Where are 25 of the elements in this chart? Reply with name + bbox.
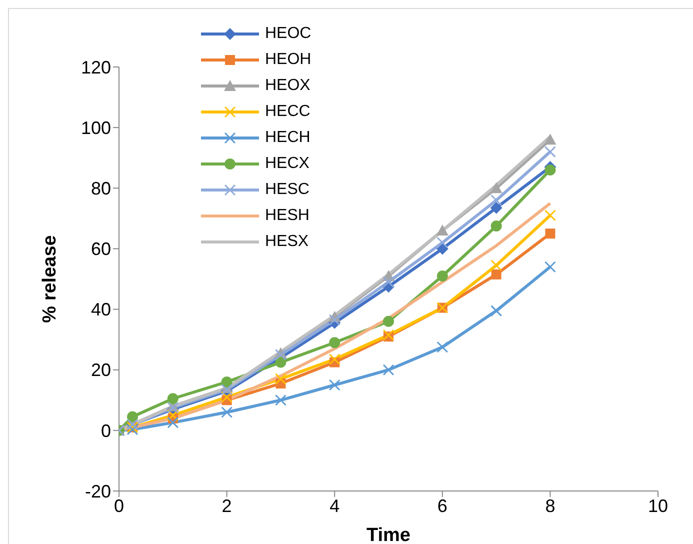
x-axis-title: Time: [366, 525, 411, 544]
x-tick-label: 4: [330, 496, 340, 516]
y-tick-label: 100: [80, 118, 111, 138]
x-tick-label: 0: [114, 496, 124, 516]
legend-label: HEOC: [265, 25, 312, 43]
legend-label: HEOH: [265, 51, 312, 69]
x-tick-label: 2: [222, 496, 232, 516]
x-tick-label: 6: [437, 496, 448, 516]
y-tick-label: 20: [90, 360, 111, 380]
x-tick-label: 10: [648, 496, 668, 516]
legend-label: HECC: [265, 103, 310, 121]
y-tick-label: 80: [90, 178, 111, 199]
y-axis-title: % release: [40, 235, 61, 323]
y-tick-label: 120: [80, 57, 111, 78]
y-tick-label: -20: [84, 481, 111, 502]
legend-label: HECH: [265, 129, 310, 147]
legend-label: HESH: [265, 207, 310, 225]
legend-label: HESX: [265, 233, 309, 251]
y-tick-label: 0: [100, 420, 111, 441]
legend-label: HESC: [265, 181, 310, 199]
legend-label: HECX: [265, 155, 310, 173]
y-tick-label: 60: [90, 239, 111, 260]
x-tick-label: 8: [545, 496, 556, 516]
y-tick-label: 40: [90, 300, 111, 320]
legend-label: HEOX: [265, 77, 310, 95]
